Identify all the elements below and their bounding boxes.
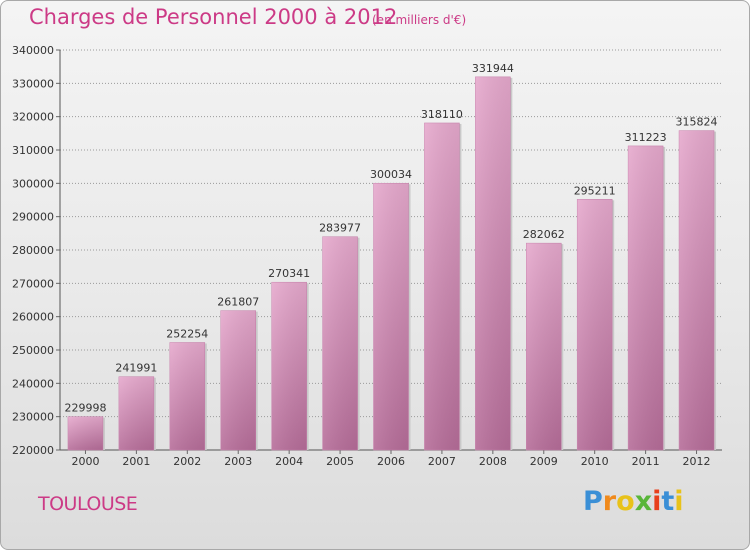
chart-title: Charges de Personnel 2000 à 2012 bbox=[29, 5, 398, 29]
x-tick-label: 2006 bbox=[377, 455, 405, 468]
y-tick-label: 280000 bbox=[12, 244, 54, 257]
x-tick-label: 2002 bbox=[173, 455, 201, 468]
y-tick-label: 320000 bbox=[12, 111, 54, 124]
x-tick-label: 2012 bbox=[683, 455, 711, 468]
bar-sheen bbox=[271, 282, 307, 450]
logo-letter: o bbox=[616, 486, 635, 517]
value-label: 315824 bbox=[676, 116, 718, 129]
bar-sheen bbox=[628, 145, 664, 450]
y-tick-label: 270000 bbox=[12, 277, 54, 290]
x-tick-label: 2005 bbox=[326, 455, 354, 468]
y-tick-label: 220000 bbox=[12, 444, 54, 457]
x-tick-label: 2001 bbox=[122, 455, 150, 468]
value-label: 318110 bbox=[421, 108, 463, 121]
y-tick-label: 330000 bbox=[12, 77, 54, 90]
value-label: 241991 bbox=[115, 362, 157, 375]
bar-sheen bbox=[118, 376, 154, 450]
y-tick-label: 300000 bbox=[12, 177, 54, 190]
bar-sheen bbox=[67, 416, 103, 450]
y-tick-label: 240000 bbox=[12, 377, 54, 390]
label-layer: 220000 230000 240000 250000 260000 270000 2800… bbox=[12, 44, 718, 468]
x-tick-label: 2003 bbox=[224, 455, 252, 468]
x-tick-label: 2010 bbox=[581, 455, 609, 468]
x-tick-label: 2007 bbox=[428, 455, 456, 468]
bar-sheen bbox=[424, 122, 460, 450]
x-tick-label: 2008 bbox=[479, 455, 507, 468]
bar-sheen bbox=[373, 183, 409, 450]
bar-sheen bbox=[169, 342, 205, 450]
value-label: 300034 bbox=[370, 168, 412, 181]
value-label: 295211 bbox=[574, 184, 616, 197]
logo-letter: i bbox=[652, 486, 662, 517]
bar-sheen bbox=[679, 130, 715, 450]
chart-subtitle: (en milliers d'€) bbox=[372, 13, 467, 27]
bar-layer bbox=[67, 76, 717, 451]
y-tick-label: 340000 bbox=[12, 44, 54, 57]
x-tick-label: 2000 bbox=[71, 455, 99, 468]
location-label: TOULOUSE bbox=[38, 493, 138, 515]
y-tick-label: 310000 bbox=[12, 144, 54, 157]
x-tick-label: 2004 bbox=[275, 455, 303, 468]
value-label: 261807 bbox=[217, 296, 259, 309]
bar-sheen bbox=[577, 199, 613, 450]
value-label: 282062 bbox=[523, 228, 565, 241]
x-tick-label: 2011 bbox=[632, 455, 660, 468]
bar-sheen bbox=[475, 76, 511, 450]
value-label: 283977 bbox=[319, 222, 361, 235]
value-label: 270341 bbox=[268, 267, 310, 280]
y-tick-label: 250000 bbox=[12, 344, 54, 357]
logo-letter: r bbox=[602, 486, 617, 517]
bar-sheen bbox=[526, 243, 562, 450]
logo-letter: t bbox=[661, 486, 675, 517]
logo-letter: i bbox=[674, 486, 684, 517]
x-tick-label: 2009 bbox=[530, 455, 558, 468]
proxiti-logo: Proxiti bbox=[583, 486, 684, 517]
y-tick-label: 290000 bbox=[12, 211, 54, 224]
value-label: 331944 bbox=[472, 62, 514, 75]
value-label: 229998 bbox=[64, 402, 106, 415]
y-tick-label: 260000 bbox=[12, 311, 54, 324]
y-tick-label: 230000 bbox=[12, 411, 54, 424]
value-label: 311223 bbox=[625, 131, 667, 144]
bar-sheen bbox=[322, 236, 358, 450]
logo-letter: x bbox=[634, 486, 653, 517]
bar-sheen bbox=[220, 310, 256, 450]
logo-letter: P bbox=[583, 486, 603, 517]
value-label: 252254 bbox=[166, 327, 208, 340]
